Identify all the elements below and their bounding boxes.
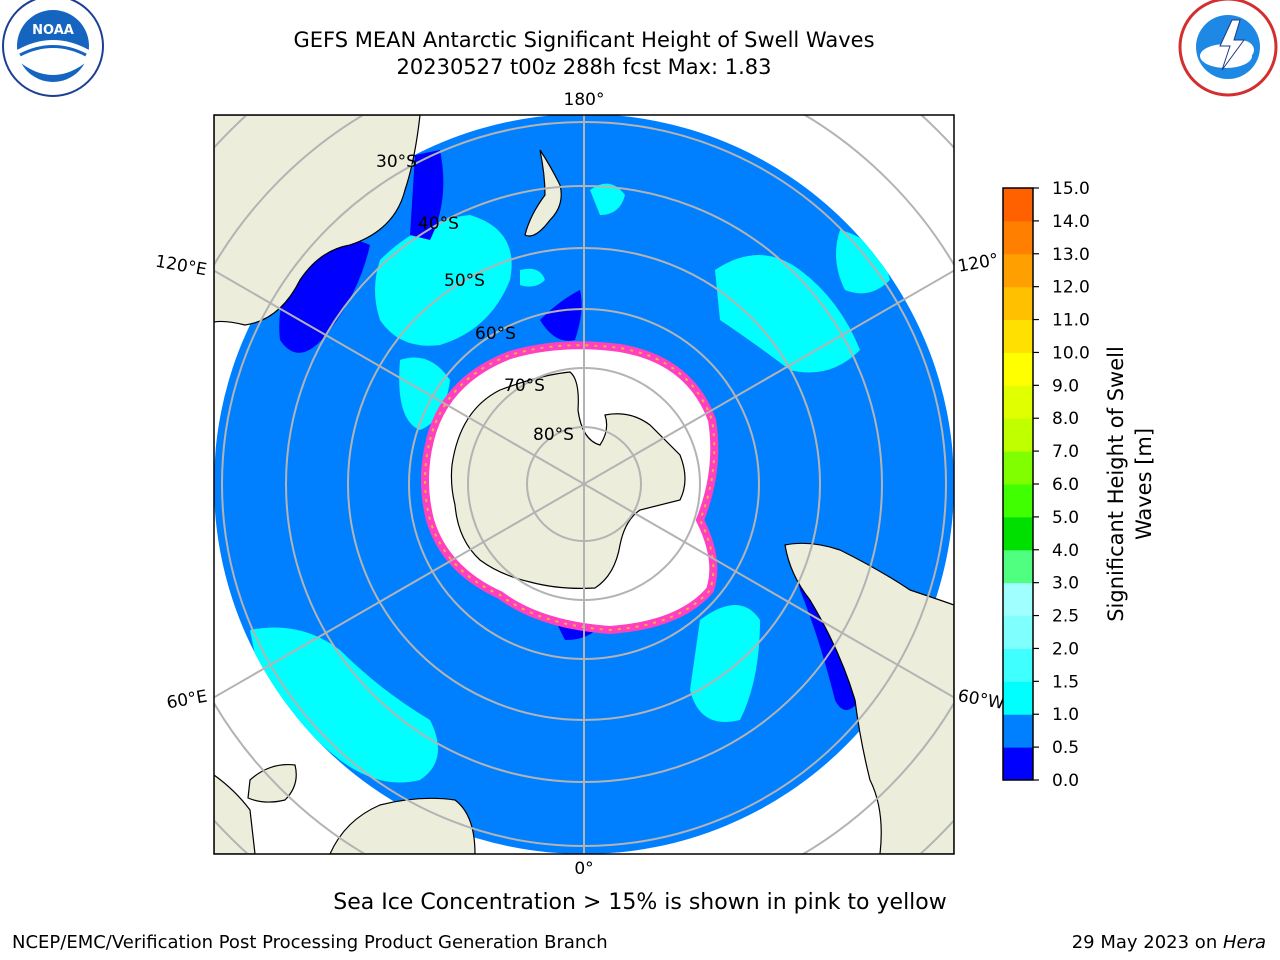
colorbar-tick-label: 0.0 xyxy=(1052,771,1079,791)
swell-1.0-1.5m-patches xyxy=(250,183,890,783)
lat-label-60s: 60°S xyxy=(475,324,516,344)
colorbar-band xyxy=(1003,352,1033,386)
colorbar-tick-label: 1.0 xyxy=(1052,705,1079,725)
colorbar-ticks: 0.0 0.5 1.0 1.5 2.0 2.5 3.0 4.0 5.0 6.0 7.0 8.0 9.0 1… xyxy=(1033,179,1090,791)
lon-label-180: 180° xyxy=(564,90,605,110)
lat-label-30s: 30°S xyxy=(376,152,417,172)
chart-subtitle: 20230527 t00z 288h fcst Max: 1.83 xyxy=(396,55,772,79)
colorbar-band xyxy=(1003,319,1033,353)
colorbar-band xyxy=(1003,451,1033,485)
lat-label-70s: 70°S xyxy=(504,376,545,396)
colorbar-label-line2: Waves [m] xyxy=(1132,428,1156,540)
colorbar-band xyxy=(1003,681,1033,715)
lon-label-60e: 60°E xyxy=(165,687,209,714)
colorbar-band xyxy=(1003,714,1033,748)
colorbar-tick-label: 11.0 xyxy=(1052,311,1090,331)
colorbar-tick-label: 12.0 xyxy=(1052,278,1090,298)
footer-branch: NCEP/EMC/Verification Post Processing Pr… xyxy=(12,932,608,953)
africa-landmass xyxy=(329,797,476,854)
lat-label-80s: 80°S xyxy=(533,425,574,445)
colorbar-band xyxy=(1003,418,1033,452)
colorbar-band xyxy=(1003,286,1033,321)
lat-label-40s: 40°S xyxy=(418,214,459,234)
lat-label-50s: 50°S xyxy=(444,271,485,291)
colorbar-tick-label: 6.0 xyxy=(1052,475,1079,495)
colorbar-tick-label: 5.0 xyxy=(1052,508,1079,528)
footer-date-text: 29 May 2023 on xyxy=(1071,932,1223,953)
lon-label-120e: 120°E xyxy=(154,252,208,281)
colorbar-tick-label: 7.0 xyxy=(1052,442,1079,462)
chart-title: GEFS MEAN Antarctic Significant Height o… xyxy=(293,28,875,52)
colorbar-band xyxy=(1003,220,1033,255)
lon-label-120w: 120° xyxy=(956,250,1000,277)
footer-date: 29 May 2023 on Hera xyxy=(1072,932,1266,953)
colorbar-tick-label: 15.0 xyxy=(1052,179,1090,199)
colorbar-band xyxy=(1003,747,1033,781)
colorbar-tick-label: 1.5 xyxy=(1052,672,1079,692)
sea-ice-note: Sea Ice Concentration > 15% is shown in … xyxy=(333,890,947,915)
colorbar-band xyxy=(1003,188,1033,222)
colorbar-tick-label: 13.0 xyxy=(1052,245,1090,265)
map-frame xyxy=(213,114,955,855)
colorbar-tick-label: 10.0 xyxy=(1052,343,1090,363)
noaa-logo: NOAA xyxy=(2,0,104,97)
colorbar-band xyxy=(1003,484,1033,518)
nws-logo xyxy=(1178,0,1278,97)
new-zealand-landmass xyxy=(524,149,562,237)
lon-label-0: 0° xyxy=(574,859,593,879)
corner-landmass-sw xyxy=(214,774,256,854)
colorbar xyxy=(1003,188,1033,781)
colorbar-label-line1: Significant Height of Swell xyxy=(1104,346,1128,622)
colorbar-tick-label: 3.0 xyxy=(1052,574,1079,594)
colorbar-tick-label: 0.5 xyxy=(1052,738,1079,758)
colorbar-tick-label: 4.0 xyxy=(1052,541,1079,561)
colorbar-tick-label: 14.0 xyxy=(1052,212,1090,232)
colorbar-band xyxy=(1003,582,1033,617)
colorbar-band xyxy=(1003,549,1033,584)
colorbar-band xyxy=(1003,385,1033,419)
colorbar-tick-label: 9.0 xyxy=(1052,376,1079,396)
noaa-logo-text: NOAA xyxy=(32,23,74,38)
colorbar-tick-label: 8.0 xyxy=(1052,409,1079,429)
colorbar-tick-label: 2.5 xyxy=(1052,607,1079,627)
colorbar-band xyxy=(1003,648,1033,682)
footer-host: Hera xyxy=(1222,932,1266,953)
lon-label-60w: 60°W xyxy=(956,686,1006,714)
australia-landmass xyxy=(214,115,421,326)
antarctica-landmass xyxy=(450,371,686,589)
colorbar-band xyxy=(1003,516,1033,551)
colorbar-band xyxy=(1003,253,1033,288)
colorbar-tick-label: 2.0 xyxy=(1052,639,1079,659)
colorbar-band xyxy=(1003,615,1033,649)
